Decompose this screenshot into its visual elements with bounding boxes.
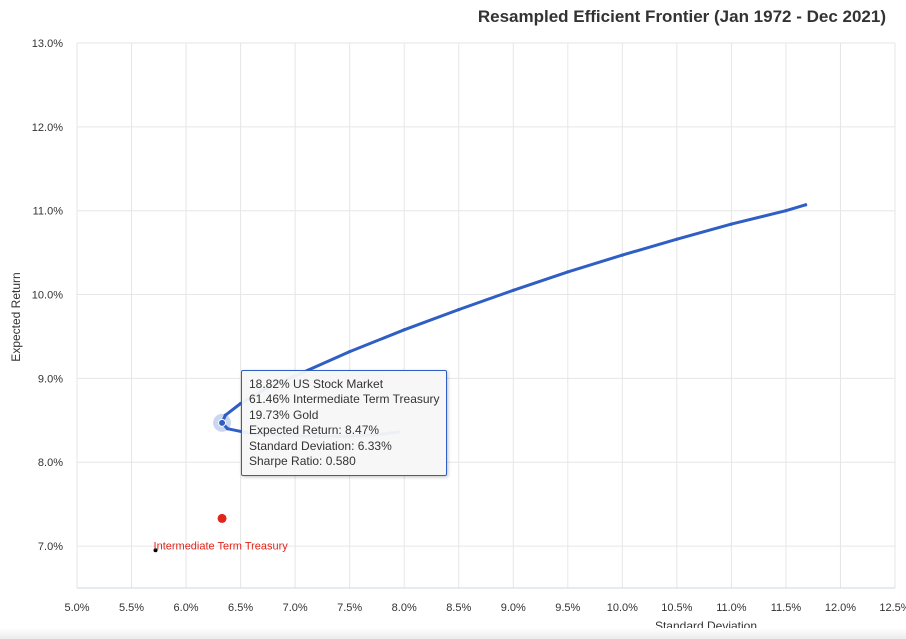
frontier-point[interactable] [511,288,515,292]
frontier-point[interactable] [223,413,227,417]
y-tick-label: 13.0% [32,38,63,50]
marker-point[interactable] [217,513,227,523]
x-tick-label: 6.5% [228,602,253,614]
x-tick-label: 10.0% [607,602,638,614]
x-tick-label: 11.0% [716,602,747,614]
x-tick-label: 9.5% [555,602,580,614]
bottom-edge [0,628,906,639]
x-tick-label: 8.5% [446,602,471,614]
y-axis-title: Expected Return [9,272,23,361]
x-tick-label: 12.5% [879,602,906,614]
tooltip-line-gold: 19.73% Gold [249,407,319,422]
frontier-point[interactable] [402,328,406,332]
tooltip-line-sharpe: Sharpe Ratio: 0.580 [249,454,356,469]
frontier-point[interactable] [225,427,230,431]
x-tick-label: 6.0% [174,602,199,614]
x-tick-label: 8.0% [392,602,417,614]
x-tick-label: 10.5% [661,602,692,614]
y-tick-label: 11.0% [33,206,64,218]
y-tick-label: 7.0% [38,541,63,553]
asset-point[interactable] [153,548,158,553]
tooltip-line-std-dev: Standard Deviation: 6.33% [249,438,392,453]
portfolio-tooltip: 18.82% US Stock Market 61.46% Intermedia… [241,370,447,477]
y-tick-label: 9.0% [38,373,63,385]
tangency-point[interactable] [218,418,227,427]
y-tick-label: 12.0% [32,122,63,134]
frontier-point[interactable] [566,270,570,274]
y-tick-label: 8.0% [38,457,63,469]
x-tick-label: 12.0% [825,602,856,614]
x-tick-label: 11.5% [771,602,802,614]
grid-layer [76,42,896,588]
tooltip-line-treasury: 61.46% Intermediate Term Treasury [249,392,440,407]
frontier-point[interactable] [620,253,624,257]
tooltip-line-us-stock: 18.82% US Stock Market [249,377,384,391]
y-tick-label: 10.0% [32,290,63,302]
axis-layer: 5.0% 5.5% 6.0% 6.5% 7.0% 7.5% 8.0% 8.5% 9.0% 9.5%… [32,38,906,614]
x-tick-label: 9.0% [501,602,526,614]
frontier-point[interactable] [784,209,788,213]
x-tick-label: 7.0% [283,602,308,614]
x-tick-label: 7.5% [337,602,362,614]
x-tick-label: 5.0% [64,602,89,614]
x-tick-label: 5.5% [119,602,144,614]
frontier-point[interactable] [729,222,734,226]
tooltip-line-expected-return: Expected Return: 8.47% [249,423,380,438]
frontier-point[interactable] [348,349,352,354]
asset-label: Intermediate Term Treasury [154,540,289,552]
frontier-point[interactable] [457,308,461,312]
chart-title: Resampled Efficient Frontier (Jan 1972 -… [478,7,886,26]
frontier-point[interactable] [803,203,808,207]
frontier-point[interactable] [675,237,679,241]
